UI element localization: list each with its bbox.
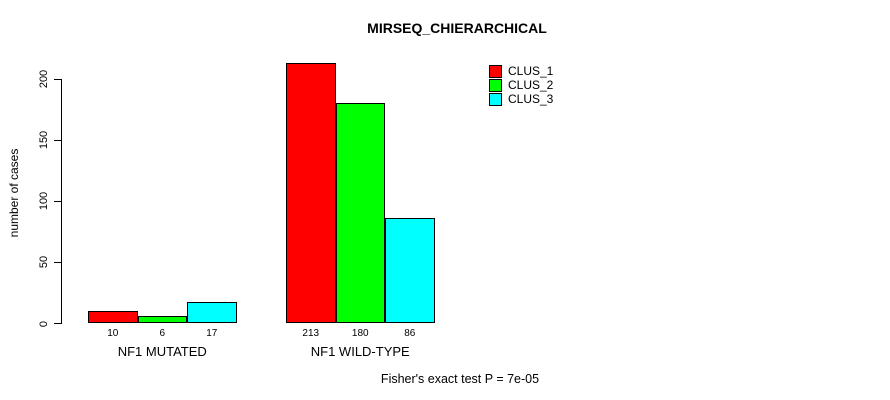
y-tick-label: 150 bbox=[38, 130, 50, 150]
chart-title: MIRSEQ_CHIERARCHICAL bbox=[367, 20, 547, 36]
y-tick-label: 0 bbox=[38, 320, 50, 327]
legend-label: CLUS_2 bbox=[508, 78, 554, 92]
bar-value-label: 213 bbox=[302, 328, 320, 339]
legend-item-clus_3: CLUS_3 bbox=[489, 92, 553, 106]
y-tick-mark bbox=[54, 139, 61, 141]
y-axis-label: number of cases bbox=[7, 148, 21, 238]
legend-swatch-clus_3 bbox=[489, 92, 502, 106]
bar-clus_2-2 bbox=[335, 102, 385, 323]
x-category-label: NF1 MUTATED bbox=[117, 344, 207, 359]
y-axis-line bbox=[61, 78, 62, 324]
legend-swatch-clus_1 bbox=[489, 64, 502, 78]
legend-swatch-clus_2 bbox=[489, 78, 502, 92]
legend: CLUS_1 CLUS_2 CLUS_3 bbox=[489, 64, 553, 106]
legend-item-clus_1: CLUS_1 bbox=[489, 64, 553, 78]
y-tick-mark bbox=[54, 261, 61, 263]
y-tick-mark bbox=[54, 78, 61, 80]
legend-label: CLUS_3 bbox=[508, 92, 554, 106]
bar-clus_2-1 bbox=[137, 315, 187, 323]
bar-value-label: 17 bbox=[206, 328, 218, 339]
bar-clus_1-2 bbox=[286, 62, 336, 323]
legend-label: CLUS_1 bbox=[508, 64, 554, 78]
legend-item-clus_2: CLUS_2 bbox=[489, 78, 553, 92]
y-tick-label: 50 bbox=[38, 256, 50, 269]
bar-clus_1-1 bbox=[88, 310, 138, 323]
bar-clus_3-1 bbox=[187, 302, 237, 323]
bar-value-label: 10 bbox=[107, 328, 119, 339]
y-tick-mark bbox=[54, 200, 61, 202]
x-category-label: NF1 WILD-TYPE bbox=[310, 344, 410, 359]
bar-value-label: 86 bbox=[404, 328, 416, 339]
y-tick-label: 200 bbox=[38, 69, 50, 89]
bar-value-label: 6 bbox=[159, 328, 166, 339]
y-tick-label: 100 bbox=[38, 192, 50, 211]
bar-value-label: 180 bbox=[351, 328, 369, 339]
footnote-text: Fisher's exact test P = 7e-05 bbox=[380, 372, 540, 386]
y-tick-mark bbox=[54, 323, 61, 324]
bar-clus_3-2 bbox=[385, 217, 435, 323]
